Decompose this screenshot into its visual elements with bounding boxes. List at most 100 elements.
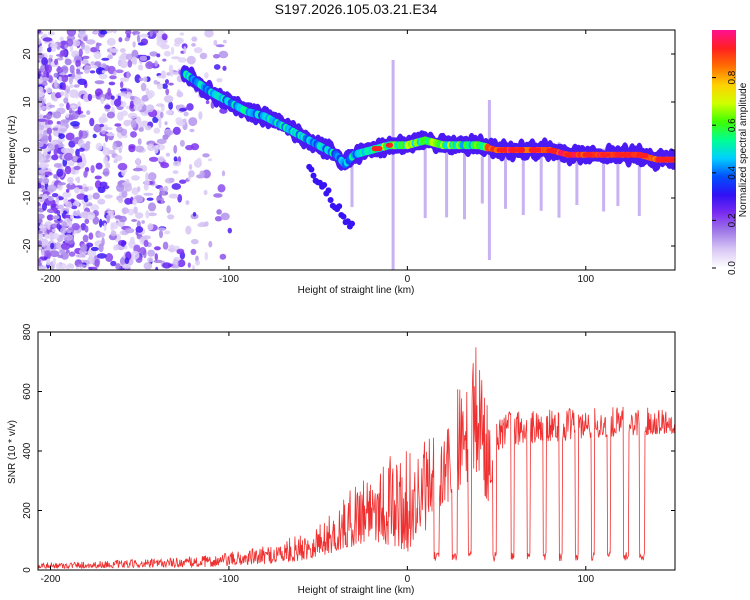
- noise-blob: [38, 101, 42, 107]
- noise-blob: [88, 232, 94, 240]
- noise-blob: [60, 227, 67, 234]
- noise-blob: [118, 147, 123, 154]
- noise-blob: [129, 95, 135, 101]
- noise-blob: [114, 123, 122, 127]
- vertical-streak: [575, 155, 579, 205]
- noise-blob: [118, 56, 124, 60]
- noise-blob: [121, 190, 128, 198]
- noise-blob: [139, 33, 149, 38]
- noise-blob: [90, 246, 99, 252]
- noise-blob: [70, 121, 80, 127]
- noise-blob: [108, 81, 116, 86]
- ridge-peak: [496, 147, 508, 153]
- noise-blob: [56, 168, 64, 177]
- noise-blob: [43, 250, 52, 258]
- noise-blob: [227, 227, 232, 234]
- noise-blob: [100, 63, 107, 69]
- noise-blob: [99, 181, 108, 187]
- noise-blob: [140, 82, 147, 92]
- noise-blob: [77, 78, 87, 86]
- noise-blob: [204, 30, 214, 38]
- noise-blob: [179, 139, 185, 147]
- noise-blob: [174, 37, 184, 44]
- vertical-streak: [557, 142, 561, 218]
- y-tick-label: 400: [22, 442, 33, 459]
- noise-blob: [89, 64, 98, 69]
- noise-blob: [149, 51, 158, 57]
- vertical-streak: [602, 148, 606, 212]
- noise-blob: [57, 182, 66, 186]
- noise-blob: [163, 50, 171, 57]
- noise-blob: [83, 194, 89, 203]
- noise-blob: [116, 183, 125, 192]
- noise-blob: [38, 129, 44, 134]
- noise-blob: [168, 244, 175, 253]
- noise-blob: [131, 219, 138, 222]
- ridge-peak: [635, 153, 649, 158]
- noise-blob: [187, 176, 191, 181]
- noise-blob: [45, 258, 51, 266]
- noise-blob: [68, 76, 73, 85]
- noise-blob: [154, 60, 158, 67]
- noise-blob: [208, 240, 213, 248]
- noise-blob: [81, 211, 89, 219]
- noise-blob: [56, 209, 61, 216]
- noise-blob: [167, 214, 175, 220]
- noise-blob: [138, 77, 144, 82]
- noise-blob: [38, 225, 47, 229]
- vertical-streak: [504, 151, 507, 209]
- noise-blob: [42, 37, 53, 42]
- noise-blob: [125, 30, 132, 36]
- noise-blob: [185, 144, 194, 151]
- noise-blob: [182, 118, 187, 123]
- noise-blob: [59, 234, 66, 238]
- noise-blob: [52, 193, 59, 198]
- noise-blob: [161, 33, 168, 41]
- noise-blob: [113, 244, 119, 251]
- noise-blob: [220, 212, 230, 221]
- noise-blob: [38, 178, 43, 182]
- noise-blob: [130, 131, 137, 138]
- noise-blob: [63, 97, 69, 104]
- noise-blob: [124, 37, 130, 42]
- noise-blob: [187, 262, 191, 268]
- noise-blob: [38, 45, 43, 53]
- noise-blob: [99, 218, 103, 228]
- noise-blob: [56, 223, 61, 230]
- noise-blob: [190, 238, 199, 245]
- noise-blob: [55, 262, 63, 270]
- noise-blob: [156, 53, 161, 58]
- noise-blob: [177, 57, 187, 63]
- noise-blob: [47, 31, 56, 36]
- noise-blob: [177, 194, 183, 203]
- noise-blob: [153, 127, 161, 134]
- noise-blob: [171, 265, 180, 269]
- noise-blob: [186, 55, 196, 65]
- noise-blob: [117, 92, 127, 97]
- noise-blob: [197, 222, 205, 228]
- noise-blob: [101, 130, 106, 135]
- noise-blob: [68, 251, 76, 257]
- noise-blob: [95, 42, 100, 51]
- noise-blob: [89, 70, 96, 74]
- noise-blob: [159, 186, 164, 193]
- noise-blob: [155, 266, 159, 270]
- noise-blob: [50, 242, 55, 250]
- noise-blob: [192, 264, 195, 270]
- noise-blob: [58, 138, 66, 142]
- noise-blob: [41, 248, 45, 257]
- noise-blob: [62, 191, 72, 198]
- noise-blob: [38, 155, 46, 163]
- noise-blob: [92, 216, 100, 225]
- noise-blob: [165, 152, 170, 157]
- noise-blob: [204, 72, 209, 79]
- noise-blob: [112, 30, 118, 34]
- noise-blob: [179, 179, 187, 184]
- noise-blob: [59, 209, 64, 214]
- noise-blob: [56, 57, 64, 61]
- noise-blob: [156, 138, 167, 144]
- noise-blob: [80, 243, 88, 252]
- ridge-peak: [600, 152, 611, 158]
